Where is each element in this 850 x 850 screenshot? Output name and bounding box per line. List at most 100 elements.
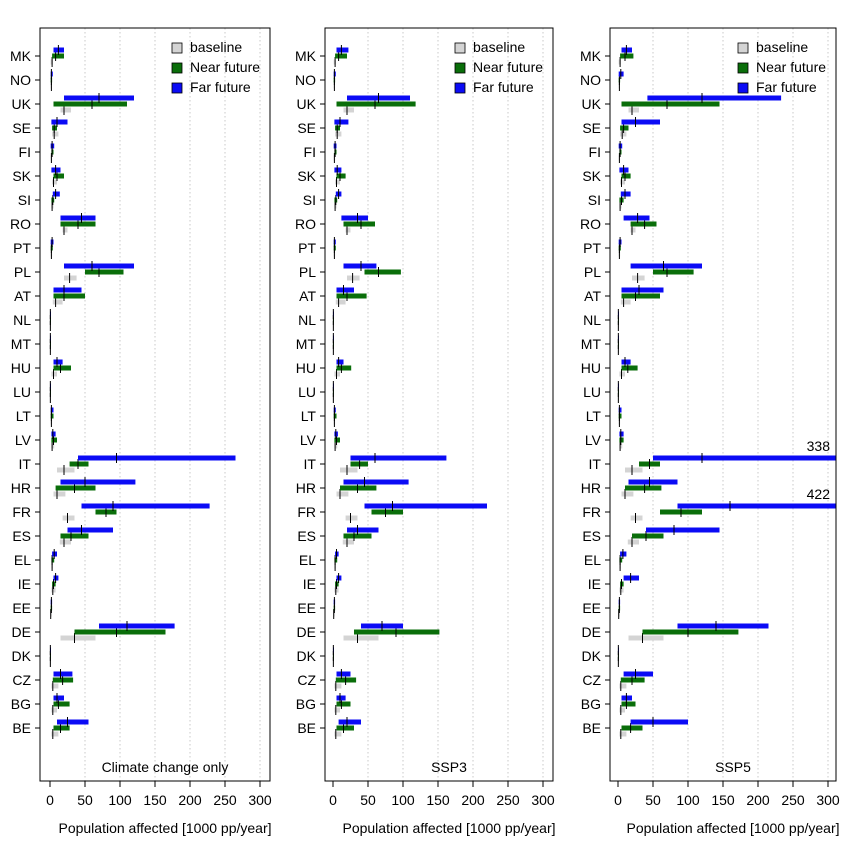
bar-near-future-LV xyxy=(619,437,624,443)
panel-0: MK NO UK SE FI SK SI RO PT PL AT NL MT HU LU LT LV IT HR FR… xyxy=(10,27,272,836)
y-tick-label-FI: FI xyxy=(19,144,31,160)
legend-swatch xyxy=(171,42,183,54)
bar-near-future-EL xyxy=(51,557,55,563)
bar-baseline-DE xyxy=(60,635,96,641)
bar-near-future-HR xyxy=(340,485,377,491)
bar-far-future-SK xyxy=(334,167,342,173)
y-tick-label-PT: PT xyxy=(298,240,316,256)
bar-baseline-PL xyxy=(632,275,645,281)
legend-swatch xyxy=(454,42,466,54)
legend-label: baseline xyxy=(473,39,525,55)
bar-near-future-DE xyxy=(74,629,166,635)
y-tick-label-EE: EE xyxy=(297,600,316,616)
bar-baseline-LV xyxy=(619,443,623,449)
bar-far-future-LT xyxy=(50,407,54,413)
y-tick-label-LV: LV xyxy=(585,432,602,448)
y-tick-label-NO: NO xyxy=(580,72,601,88)
bar-far-future-BE xyxy=(630,719,688,725)
bar-baseline-SE xyxy=(620,131,627,137)
bar-far-future-ES xyxy=(347,527,379,533)
x-tick-label: 150 xyxy=(143,792,167,808)
y-tick-label-EL: EL xyxy=(14,552,31,568)
y-tick-label-EL: EL xyxy=(584,552,601,568)
y-tick-label-DK: DK xyxy=(582,648,602,664)
bar-near-future-SK xyxy=(621,173,631,179)
bar-far-future-AT xyxy=(336,287,354,293)
y-tick-label-NO: NO xyxy=(10,72,31,88)
bar-near-future-LT xyxy=(50,413,54,419)
panel-label: SSP5 xyxy=(715,759,751,775)
bar-baseline-IT xyxy=(625,467,643,473)
bar-far-future-SI xyxy=(620,191,631,197)
bar-near-future-PL xyxy=(364,269,401,275)
x-tick-label: 0 xyxy=(329,792,337,808)
y-tick-label-IE: IE xyxy=(588,576,601,592)
bar-far-future-BE xyxy=(338,719,361,725)
y-tick-label-LT: LT xyxy=(16,408,32,424)
bar-baseline-CZ xyxy=(619,683,627,689)
y-tick-label-LV: LV xyxy=(300,432,317,448)
y-tick-label-MT: MT xyxy=(11,336,32,352)
y-tick-label-HR: HR xyxy=(296,480,316,496)
bar-baseline-SK xyxy=(620,179,625,185)
y-tick-label-AT: AT xyxy=(299,288,316,304)
bar-near-future-DE xyxy=(354,629,440,635)
x-tick-label: 300 xyxy=(248,792,272,808)
bar-far-future-MK xyxy=(336,47,349,53)
x-tick-label: 100 xyxy=(108,792,132,808)
plot-frame xyxy=(324,27,554,782)
bar-baseline-HR xyxy=(336,491,349,497)
bar-near-future-AT xyxy=(336,293,367,299)
y-tick-label-HR: HR xyxy=(581,480,601,496)
bar-far-future-FR xyxy=(81,503,210,509)
bar-near-future-FR xyxy=(371,509,403,515)
bar-near-future-RO xyxy=(630,221,657,227)
legend: baseline Near future Far future xyxy=(454,39,543,95)
y-tick-label-LU: LU xyxy=(298,384,316,400)
x-tick-label: 250 xyxy=(781,792,805,808)
y-tick-label-FI: FI xyxy=(304,144,316,160)
bar-far-future-LT xyxy=(618,407,622,413)
y-tick-label-BG: BG xyxy=(581,696,601,712)
bar-far-future-HR xyxy=(60,479,136,485)
bar-baseline-AT xyxy=(335,299,346,305)
y-tick-label-EL: EL xyxy=(299,552,316,568)
bar-far-future-LV xyxy=(619,431,624,437)
x-tick-label: 300 xyxy=(531,792,555,808)
legend-label: Far future xyxy=(756,79,817,95)
legend-swatch xyxy=(454,82,466,94)
bar-far-future-IT xyxy=(78,455,236,461)
panel-2: MK NO UK SE FI SK SI RO PT PL AT NL MT HU LU LT LV IT HR FR… xyxy=(580,27,840,836)
y-tick-label-DK: DK xyxy=(12,648,32,664)
bar-near-future-LV xyxy=(334,437,340,443)
y-tick-label-PL: PL xyxy=(299,264,316,280)
bar-far-future-AT xyxy=(53,287,82,293)
y-tick-label-AT: AT xyxy=(584,288,601,304)
bar-near-future-EL xyxy=(334,557,338,563)
bar-baseline-HU xyxy=(51,371,57,377)
bar-baseline-UK xyxy=(628,107,639,113)
y-tick-label-ES: ES xyxy=(12,528,31,544)
y-tick-label-LU: LU xyxy=(583,384,601,400)
bar-far-future-ES xyxy=(646,527,720,533)
y-tick-label-EE: EE xyxy=(12,600,31,616)
y-tick-label-PT: PT xyxy=(13,240,31,256)
y-tick-label-DE: DE xyxy=(12,624,31,640)
bar-far-future-PL xyxy=(630,263,702,269)
y-tick-label-SI: SI xyxy=(588,192,601,208)
overflow-value-FR: 422 xyxy=(807,486,831,502)
y-tick-label-RO: RO xyxy=(580,216,601,232)
y-tick-label-LT: LT xyxy=(586,408,602,424)
bar-baseline-AT xyxy=(52,299,63,305)
y-tick-label-FI: FI xyxy=(589,144,601,160)
y-tick-label-IT: IT xyxy=(19,456,32,472)
bar-near-future-CZ xyxy=(620,677,645,683)
bar-near-future-UK xyxy=(53,101,127,107)
bar-near-future-LT xyxy=(333,413,337,419)
y-tick-label-CZ: CZ xyxy=(297,672,316,688)
y-tick-label-CZ: CZ xyxy=(582,672,601,688)
bar-far-future-SI xyxy=(52,191,60,197)
y-tick-label-FR: FR xyxy=(12,504,31,520)
x-tick-label: 250 xyxy=(496,792,520,808)
